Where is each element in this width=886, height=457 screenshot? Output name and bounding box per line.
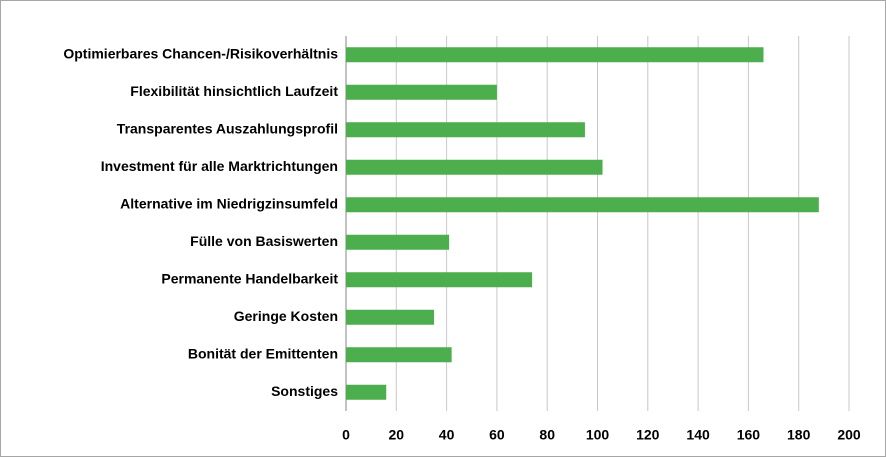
bar [346, 272, 533, 288]
x-tick-label: 160 [737, 427, 761, 443]
x-tick-label: 180 [787, 427, 811, 443]
bar [346, 84, 497, 100]
y-tick-label: Flexibilität hinsichtlich Laufzeit [130, 83, 338, 99]
x-tick-label: 20 [389, 427, 405, 443]
y-tick-label: Bonität der Emittenten [188, 345, 338, 361]
x-tick-label: 140 [686, 427, 710, 443]
x-tick-label: 80 [539, 427, 555, 443]
x-tick-label: 40 [439, 427, 455, 443]
x-tick-label: 100 [586, 427, 610, 443]
bar [346, 309, 435, 325]
y-tick-label: Geringe Kosten [234, 308, 338, 324]
x-tick-label: 60 [489, 427, 505, 443]
y-tick-label: Alternative im Niedrigzinsumfeld [120, 195, 338, 211]
x-tick-label: 120 [636, 427, 660, 443]
y-tick-label: Investment für alle Marktrichtungen [101, 158, 338, 174]
y-tick-label: Sonstiges [271, 383, 338, 399]
x-tick-label: 200 [837, 427, 861, 443]
bar [346, 122, 585, 138]
bar [346, 47, 764, 63]
x-tick-label: 0 [342, 427, 350, 443]
bar [346, 347, 452, 363]
bar [346, 197, 819, 213]
bar [346, 159, 603, 175]
y-tick-label: Permanente Handelbarkeit [161, 270, 338, 286]
y-tick-label: Transparentes Auszahlungsprofil [117, 120, 338, 136]
y-tick-label: Fülle von Basiswerten [190, 233, 338, 249]
y-tick-label: Optimierbares Chancen-/Risikoverhältnis [63, 45, 338, 61]
bar [346, 384, 387, 400]
bar [346, 234, 450, 250]
